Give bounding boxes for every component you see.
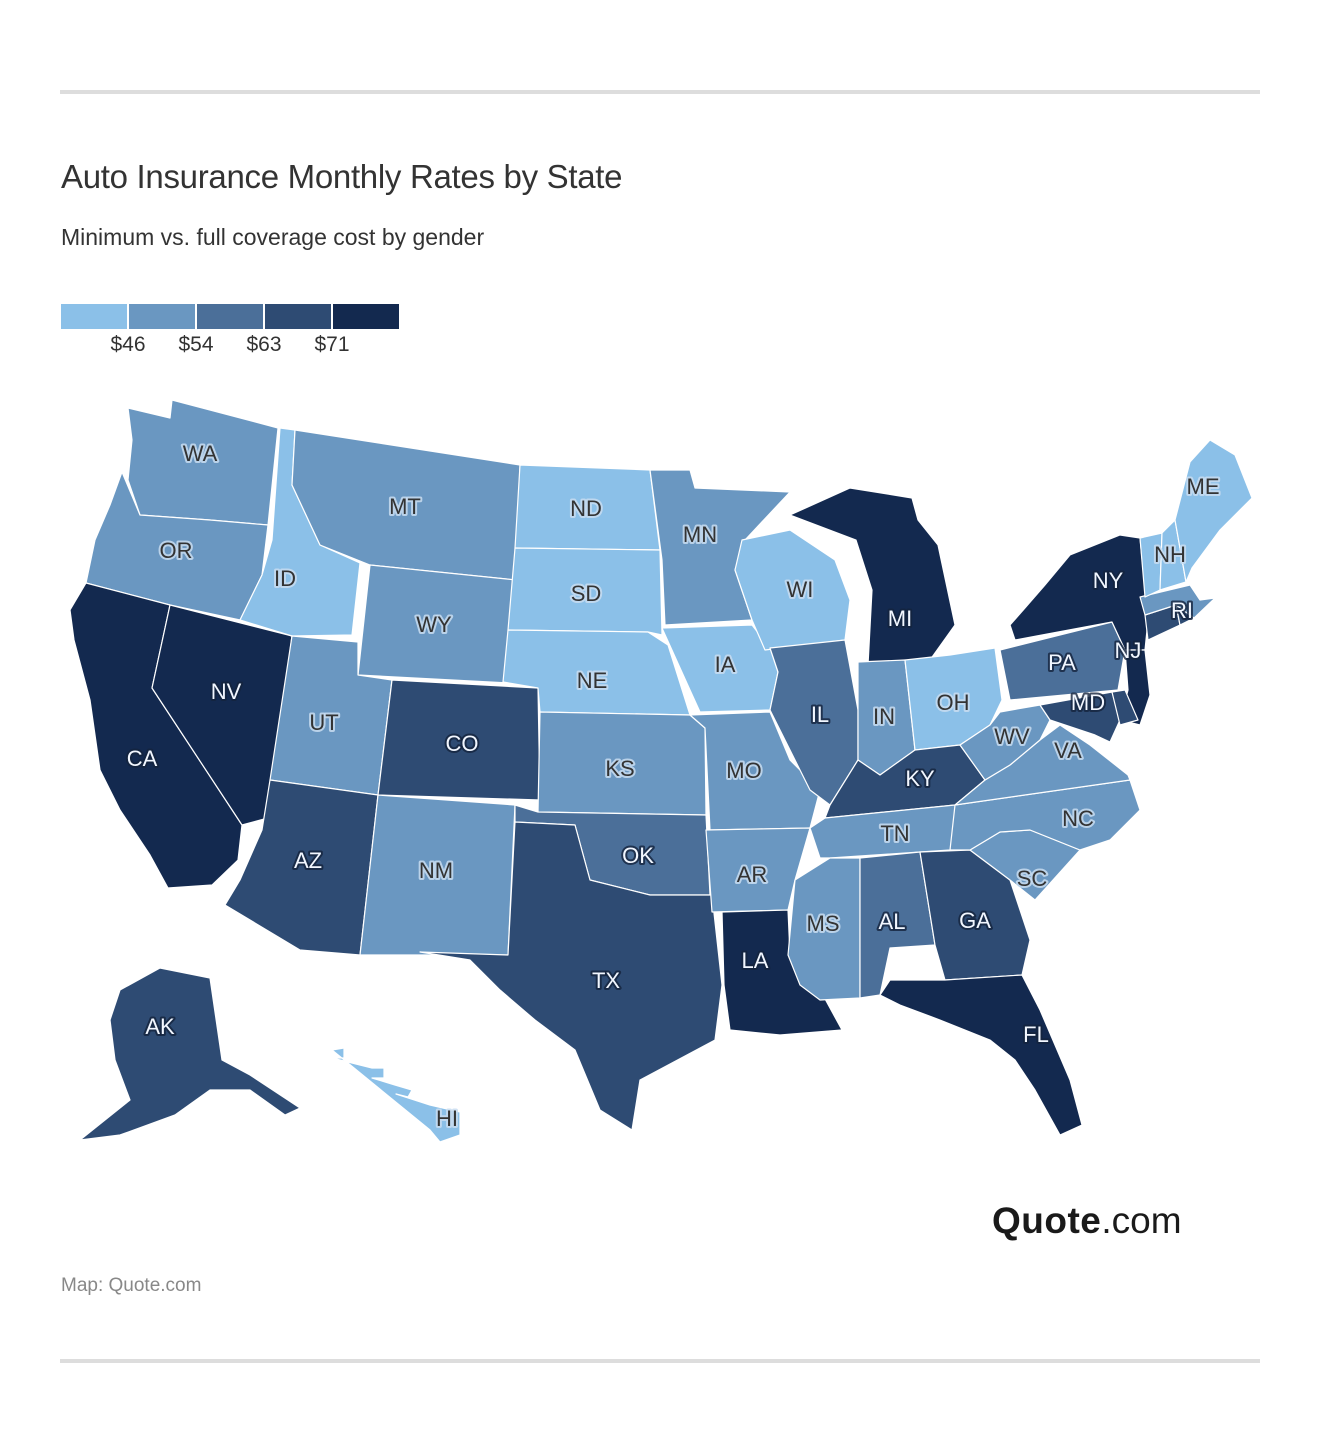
- state-label-nv: NV: [211, 679, 242, 704]
- legend-tick-1: $46: [110, 333, 146, 356]
- state-label-ut: UT: [309, 710, 338, 735]
- state-ks[interactable]: [537, 711, 707, 816]
- state-label-sd: SD: [571, 581, 602, 606]
- logo-wordmark-bold: Quote: [992, 1200, 1102, 1241]
- state-label-mn: MN: [683, 522, 717, 547]
- logo-wordmark-suffix: .com: [1101, 1200, 1182, 1241]
- legend-tick-4: $71: [314, 333, 350, 356]
- state-label-or: OR: [160, 538, 193, 563]
- state-pa[interactable]: [999, 621, 1126, 701]
- state-label-mt: MT: [389, 494, 421, 519]
- state-label-wa: WA: [183, 441, 218, 466]
- state-fl[interactable]: [879, 974, 1083, 1136]
- state-label-mo: MO: [726, 758, 761, 783]
- state-label-me: ME: [1187, 474, 1220, 499]
- state-label-ga: GA: [959, 908, 991, 933]
- state-ar[interactable]: [705, 827, 811, 913]
- state-nc[interactable]: [949, 779, 1141, 851]
- us-choropleth-map: WA OR CA NV ID MT WY UT AZ CO NM ND SD NE KS OK TX MN IA MO…: [0, 380, 1320, 1180]
- legend-swatch-5: [333, 304, 399, 329]
- state-label-ia: IA: [715, 652, 736, 677]
- state-label-ok: OK: [622, 843, 654, 868]
- legend-tick-2: $54: [178, 333, 214, 356]
- state-label-la: LA: [742, 948, 769, 973]
- state-label-id: ID: [274, 566, 296, 591]
- top-divider: [60, 90, 1260, 94]
- state-label-az: AZ: [294, 848, 322, 873]
- state-sd[interactable]: [507, 547, 663, 636]
- state-label-ny: NY: [1093, 568, 1124, 593]
- state-mo[interactable]: [689, 711, 821, 831]
- state-label-tn: TN: [880, 821, 909, 846]
- state-label-fl: FL: [1023, 1022, 1049, 1047]
- state-label-oh: OH: [937, 690, 970, 715]
- state-label-hi: HI: [436, 1106, 458, 1131]
- state-label-nm: NM: [419, 858, 453, 883]
- legend-swatch-2: [129, 304, 195, 329]
- states-layer: [69, 399, 1253, 1143]
- state-wv[interactable]: [959, 704, 1051, 781]
- state-il[interactable]: [769, 639, 859, 806]
- state-la[interactable]: [721, 909, 843, 1036]
- state-label-sc: SC: [1017, 866, 1048, 891]
- chart-subtitle: Minimum vs. full coverage cost by gender: [61, 224, 485, 250]
- state-label-wv: WV: [994, 724, 1030, 749]
- state-hi[interactable]: [331, 1047, 461, 1143]
- state-label-al: AL: [879, 909, 906, 934]
- state-label-ms: MS: [807, 911, 840, 936]
- state-label-va: VA: [1054, 738, 1082, 763]
- state-me[interactable]: [1174, 439, 1253, 583]
- state-label-md: MD: [1071, 690, 1105, 715]
- state-mi[interactable]: [789, 487, 956, 666]
- state-label-mi: MI: [888, 606, 912, 631]
- state-label-ar: AR: [737, 862, 768, 887]
- quote-com-logo: Quote.com: [992, 1200, 1182, 1242]
- state-label-ca: CA: [127, 746, 158, 771]
- state-label-tx: TX: [592, 968, 620, 993]
- state-tx[interactable]: [419, 821, 723, 1131]
- chart-title: Auto Insurance Monthly Rates by State: [61, 158, 623, 195]
- legend-swatch-4: [265, 304, 331, 329]
- legend-swatch-3: [197, 304, 263, 329]
- state-ms[interactable]: [787, 857, 861, 1001]
- state-label-ak: AK: [145, 1014, 175, 1039]
- state-label-ri: RI: [1171, 598, 1193, 623]
- state-ma[interactable]: [1139, 584, 1216, 619]
- color-legend: $46 $54 $63 $71: [61, 304, 399, 363]
- state-label-pa: PA: [1048, 650, 1076, 675]
- state-ak[interactable]: [79, 967, 301, 1141]
- state-label-wi: WI: [787, 577, 814, 602]
- state-label-co: CO: [446, 731, 479, 756]
- state-label-wy: WY: [416, 612, 452, 637]
- state-label-nh: NH: [1154, 542, 1186, 567]
- source-credit: Map: Quote.com: [61, 1275, 202, 1296]
- legend-swatch-1: [61, 304, 127, 329]
- state-label-nd: ND: [570, 496, 602, 521]
- state-de[interactable]: [1111, 689, 1139, 726]
- state-label-ne: NE: [577, 668, 608, 693]
- state-label-in: IN: [873, 704, 895, 729]
- labels-layer: WA OR CA NV ID MT WY UT AZ CO NM ND SD NE KS OK TX MN IA MO…: [125, 439, 1222, 1133]
- state-label-ky: KY: [905, 766, 935, 791]
- state-label-ks: KS: [605, 756, 634, 781]
- state-label-nc: NC: [1062, 806, 1094, 831]
- legend-ticks: $46 $54 $63 $71: [61, 333, 399, 363]
- state-label-il: IL: [811, 702, 829, 727]
- map-svg: WA OR CA NV ID MT WY UT AZ CO NM ND SD NE KS OK TX MN IA MO…: [69, 399, 1253, 1143]
- bottom-divider: [60, 1359, 1260, 1363]
- state-label-nj: NJ: [1115, 638, 1142, 663]
- state-nv[interactable]: [151, 604, 293, 826]
- legend-swatches: [61, 304, 399, 329]
- legend-tick-3: $63: [246, 333, 282, 356]
